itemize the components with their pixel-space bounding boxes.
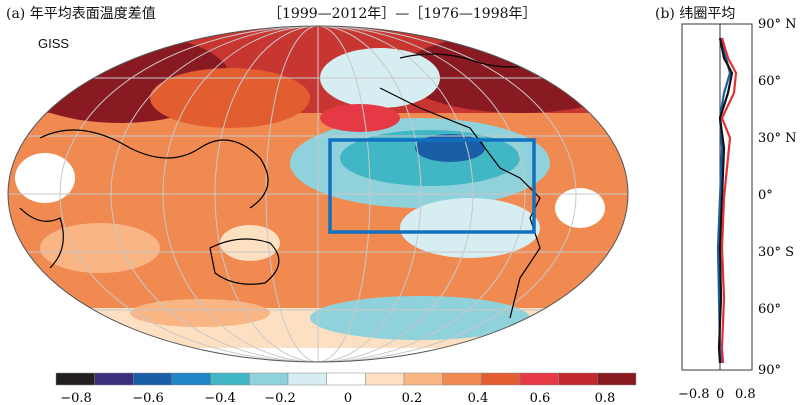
map-title: (a) 年平均表面温度差值 [6,6,156,22]
cb-label-6: 0.4 [468,391,489,405]
colorbar-tick-labels: −0.8 −0.6 −0.4 −0.2 0 0.2 0.4 0.6 0.8 [60,391,615,405]
zonal-mean-plot: 90° N 60° 30° N 0° 30° S 60° 90° −0.8 0 … [678,18,797,402]
x-tick-neg: −0.8 [678,387,710,402]
lat-label-90n: 90° N [758,18,797,32]
cb-label-4: 0 [344,391,352,405]
temperature-difference-map [7,25,629,363]
zonal-plot-frame [681,23,753,371]
lat-label-60s: 60° [758,302,781,317]
cb-label-3: −0.2 [264,391,296,405]
zonal-mean-title: (b) 纬圈平均 [655,6,736,22]
cb-label-8: 0.8 [595,391,616,405]
colorbar-swatch [558,372,598,386]
period-label: ［1999—2012年］—［1976—1998年］ [268,6,537,22]
colorbar-swatch [442,372,482,386]
cb-label-7: 0.6 [530,391,551,405]
lat-axis-labels: 90° N 60° 30° N 0° 30° S 60° 90° [758,18,797,378]
globe-outline [7,25,629,363]
colorbar-swatch [365,372,405,386]
colorbar-swatch [94,372,134,386]
dataset-label: GISS [38,36,70,51]
zonal-line [720,37,738,364]
zonal-series [716,37,738,364]
cb-label-1: −0.6 [132,391,164,405]
graticule [8,26,628,362]
colorbar-swatch [210,372,250,386]
lat-label-90s: 90° [758,363,781,378]
colorbar-swatch [326,372,366,386]
colorbar-swatch [249,372,289,386]
colorbar-swatch [171,372,211,386]
colorbar-swatches [55,372,637,386]
colorbar-swatch [403,372,443,386]
lat-label-0: 0° [758,188,773,203]
colorbar-swatch [287,372,327,386]
colorbar-swatch [519,372,559,386]
colorbar-swatch [597,372,637,386]
x-tick-zero: 0 [716,387,724,402]
colorbar: −0.8 −0.6 −0.4 −0.2 0 0.2 0.4 0.6 0.8 [55,372,637,405]
zonal-x-ticks: −0.8 0 0.8 [678,387,756,402]
cb-label-5: 0.2 [402,391,423,405]
lat-label-60n: 60° [758,74,781,89]
x-tick-pos: 0.8 [735,387,756,402]
highlight-region-box [328,138,536,234]
colorbar-swatch [481,372,521,386]
cb-label-2: −0.4 [204,391,236,405]
colorbar-swatch [133,372,173,386]
lat-label-30n: 30° N [758,131,797,146]
lat-label-30s: 30° S [758,245,794,260]
colorbar-swatch [55,372,95,386]
cb-label-0: −0.8 [60,391,92,405]
zonal-line [717,37,734,364]
